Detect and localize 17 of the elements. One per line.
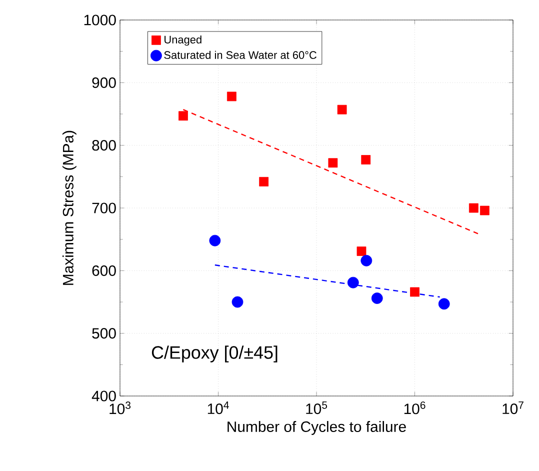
y-tick-label: 400 [92, 390, 116, 402]
y-axis-title: Maximum Stress (MPa) [62, 130, 76, 285]
x-tick-label: 10$^{7}$ [502, 402, 524, 414]
y-tick-label: 800 [92, 140, 116, 151]
y-tick-label: 700 [92, 202, 116, 214]
legend-label: Unaged [164, 35, 202, 46]
y-tick-label: 1000 [84, 14, 116, 26]
legend-label: Saturated in Sea Water at 60°C [164, 50, 316, 59]
x-axis-title: Number of Cycles to failure [228, 421, 406, 435]
x-tick-label: 10$^{4}$ [208, 402, 229, 414]
x-tick-label: 10$^{3}$ [110, 402, 131, 414]
annotation: C/Epoxy [0/±45] [152, 346, 278, 362]
x-tick-label: 10$^{6}$ [404, 402, 426, 414]
x-tick-label: 10$^{5}$ [306, 402, 328, 414]
y-tick-label: 500 [92, 328, 116, 339]
y-tick-label: 600 [92, 265, 116, 276]
y-tick-label: 900 [92, 77, 116, 88]
